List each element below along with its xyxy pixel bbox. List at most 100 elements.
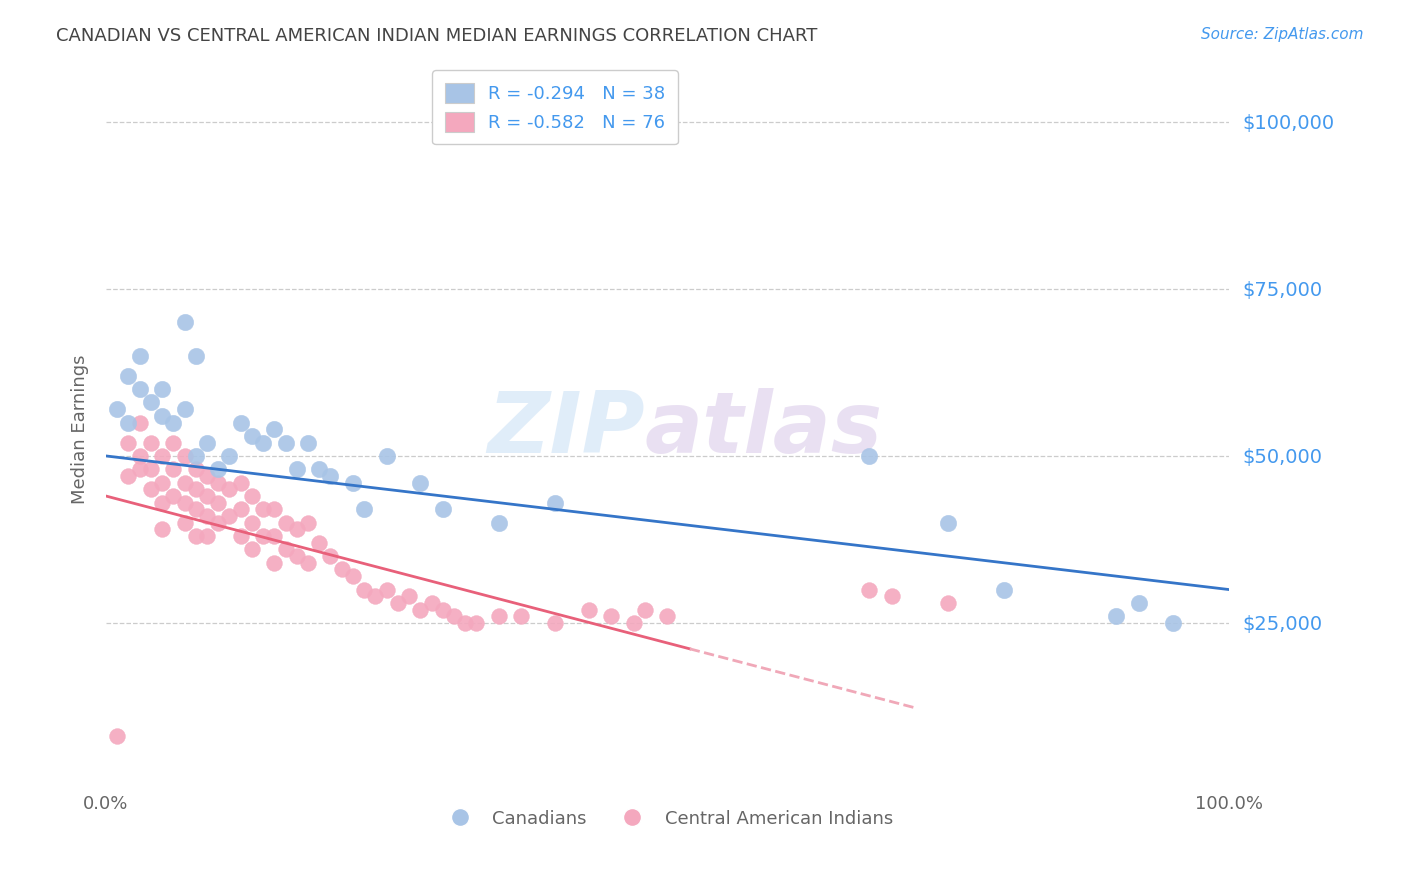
Point: [308, 535, 330, 549]
Point: [364, 589, 387, 603]
Point: [207, 475, 229, 490]
Point: [285, 549, 308, 563]
Point: [409, 475, 432, 490]
Point: [128, 416, 150, 430]
Point: [274, 516, 297, 530]
Point: [173, 475, 195, 490]
Point: [488, 516, 510, 530]
Point: [454, 615, 477, 630]
Point: [218, 449, 240, 463]
Point: [319, 549, 342, 563]
Point: [240, 489, 263, 503]
Point: [150, 409, 173, 423]
Point: [1128, 596, 1150, 610]
Point: [117, 416, 139, 430]
Point: [229, 475, 252, 490]
Point: [207, 516, 229, 530]
Point: [623, 615, 645, 630]
Point: [195, 509, 218, 524]
Point: [195, 529, 218, 543]
Point: [150, 496, 173, 510]
Point: [184, 349, 207, 363]
Point: [263, 502, 285, 516]
Point: [150, 523, 173, 537]
Point: [184, 462, 207, 476]
Point: [105, 402, 128, 417]
Point: [184, 449, 207, 463]
Point: [657, 609, 679, 624]
Point: [420, 596, 443, 610]
Point: [240, 516, 263, 530]
Point: [634, 602, 657, 616]
Point: [488, 609, 510, 624]
Point: [353, 582, 375, 597]
Point: [544, 615, 567, 630]
Point: [319, 469, 342, 483]
Point: [375, 449, 398, 463]
Point: [139, 395, 162, 409]
Point: [229, 416, 252, 430]
Point: [342, 569, 364, 583]
Point: [308, 462, 330, 476]
Point: [936, 596, 959, 610]
Point: [128, 449, 150, 463]
Point: [207, 462, 229, 476]
Point: [252, 502, 274, 516]
Point: [162, 462, 184, 476]
Point: [184, 502, 207, 516]
Point: [184, 483, 207, 497]
Point: [274, 542, 297, 557]
Point: [139, 462, 162, 476]
Point: [229, 502, 252, 516]
Text: CANADIAN VS CENTRAL AMERICAN INDIAN MEDIAN EARNINGS CORRELATION CHART: CANADIAN VS CENTRAL AMERICAN INDIAN MEDI…: [56, 27, 818, 45]
Point: [297, 516, 319, 530]
Point: [880, 589, 903, 603]
Point: [387, 596, 409, 610]
Point: [150, 449, 173, 463]
Point: [263, 422, 285, 436]
Point: [195, 469, 218, 483]
Point: [285, 523, 308, 537]
Point: [240, 542, 263, 557]
Point: [173, 516, 195, 530]
Point: [195, 489, 218, 503]
Point: [218, 483, 240, 497]
Point: [285, 462, 308, 476]
Point: [993, 582, 1015, 597]
Point: [139, 435, 162, 450]
Point: [432, 502, 454, 516]
Point: [184, 529, 207, 543]
Point: [173, 496, 195, 510]
Point: [117, 469, 139, 483]
Point: [465, 615, 488, 630]
Point: [858, 449, 880, 463]
Point: [858, 582, 880, 597]
Point: [263, 556, 285, 570]
Point: [117, 368, 139, 383]
Point: [409, 602, 432, 616]
Point: [263, 529, 285, 543]
Point: [105, 730, 128, 744]
Point: [150, 382, 173, 396]
Point: [342, 475, 364, 490]
Point: [173, 402, 195, 417]
Point: [330, 562, 353, 576]
Point: [162, 489, 184, 503]
Point: [117, 435, 139, 450]
Point: [432, 602, 454, 616]
Point: [297, 556, 319, 570]
Point: [544, 496, 567, 510]
Point: [1105, 609, 1128, 624]
Point: [240, 429, 263, 443]
Point: [218, 509, 240, 524]
Point: [173, 449, 195, 463]
Point: [173, 315, 195, 329]
Point: [1161, 615, 1184, 630]
Text: atlas: atlas: [645, 388, 883, 471]
Point: [195, 435, 218, 450]
Point: [578, 602, 600, 616]
Point: [128, 382, 150, 396]
Point: [274, 435, 297, 450]
Point: [128, 349, 150, 363]
Point: [600, 609, 623, 624]
